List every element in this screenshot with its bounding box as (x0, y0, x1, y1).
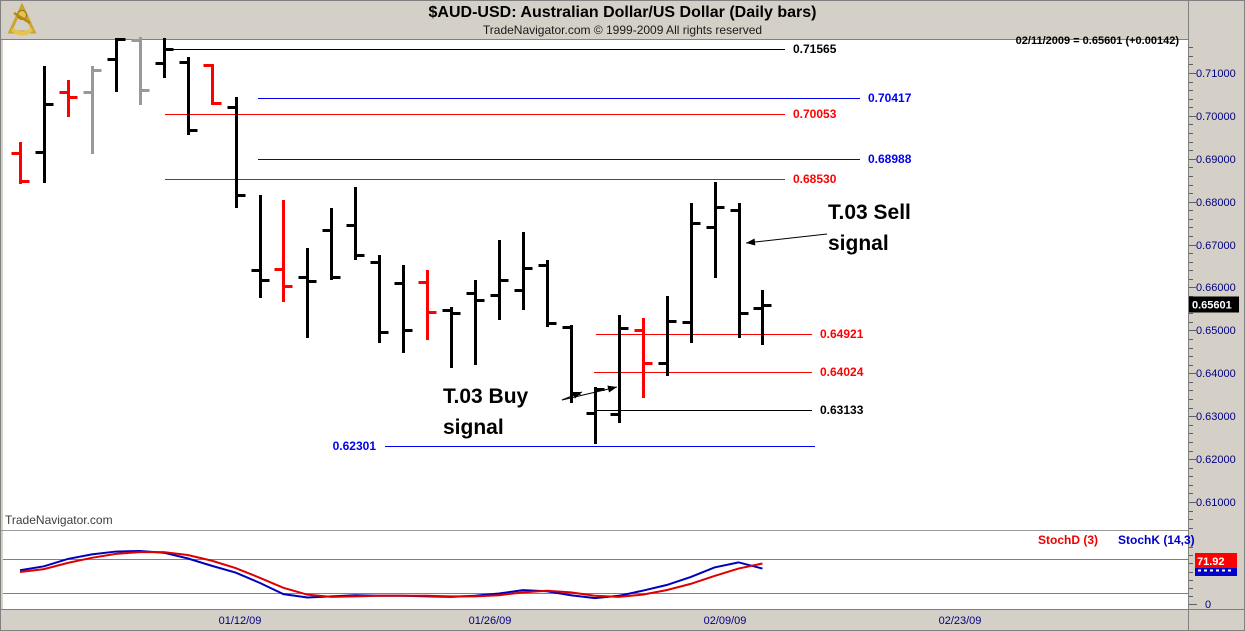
stochd-value-box: 71.92 (1197, 556, 1225, 568)
price-tick-0.69000: 0.69000 (1196, 154, 1236, 166)
current-price-box: 0.65601 (1192, 300, 1232, 312)
level-label-0.64921: 0.64921 (820, 327, 864, 341)
price-tick-0.66000: 0.66000 (1196, 282, 1236, 294)
price-tick-0.65000: 0.65000 (1196, 325, 1236, 337)
chart-title: $AUD-USD: Australian Dollar/US Dollar (D… (428, 4, 817, 21)
main-chart-area[interactable] (3, 40, 1188, 530)
stoch-zero-tick: 0 (1205, 599, 1211, 611)
level-label-0.64024: 0.64024 (820, 365, 864, 379)
price-tick-0.71000: 0.71000 (1196, 68, 1236, 80)
stochd-line (19, 551, 763, 598)
time-axis[interactable] (0, 610, 1245, 631)
level-label-0.63133: 0.63133 (820, 403, 864, 417)
price-tick-0.64000: 0.64000 (1196, 368, 1236, 380)
chart-subtitle: TradeNavigator.com © 1999-2009 All right… (482, 23, 763, 37)
level-label-0.68988: 0.68988 (868, 152, 912, 166)
signal-arrows (561, 233, 828, 401)
price-tick-0.67000: 0.67000 (1196, 240, 1236, 252)
watermark: TradeNavigator.com (5, 513, 113, 527)
stochk-legend-label: StochK (14,3) (1118, 533, 1195, 547)
sell-signal-annotation: T.03 Sell signal (828, 197, 911, 259)
stochastic-chart-area[interactable] (3, 531, 1188, 609)
price-tick-0.68000: 0.68000 (1196, 197, 1236, 209)
stochastic-plot (3, 550, 1188, 600)
date-tick-02/09/09: 02/09/09 (704, 615, 747, 627)
price-tick-0.63000: 0.63000 (1196, 411, 1236, 423)
price-tick-0.61000: 0.61000 (1196, 497, 1236, 509)
sell-signal-line2: signal (828, 232, 889, 255)
date-tick-01/12/09: 01/12/09 (219, 615, 262, 627)
price-axis-ticks: 0.71000 0.70000 0.69000 0.68000 0.67000 0.660… (219, 47, 1239, 627)
stochastic-axis[interactable] (1189, 531, 1245, 609)
price-tick-0.70000: 0.70000 (1196, 111, 1236, 123)
support-resistance-levels: 0.71565 0.70417 0.70053 0.68988 0.68530 0.649… (165, 42, 912, 453)
level-label-0.70417: 0.70417 (868, 91, 912, 105)
stochd-legend-label: StochD (3) (1038, 533, 1098, 547)
date-tick-02/23/09: 02/23/09 (939, 615, 982, 627)
buy-signal-annotation: T.03 Buy signal (443, 381, 528, 443)
price-tick-0.62000: 0.62000 (1196, 454, 1236, 466)
level-label-0.70053: 0.70053 (793, 107, 837, 121)
quote-readout: 02/11/2009 = 0.65601 (+0.00142) (1015, 35, 1179, 47)
price-axis[interactable] (1189, 40, 1245, 530)
date-tick-01/26/09: 01/26/09 (469, 615, 512, 627)
ohlc-bars (11, 37, 772, 444)
stochastic-legend: StochD (3) StochK (14,3) (1038, 533, 1195, 547)
buy-signal-line2: signal (443, 416, 504, 439)
level-label-0.71565: 0.71565 (793, 42, 837, 56)
stochk-value-box-clipped (1195, 568, 1237, 576)
buy-signal-line1: T.03 Buy (443, 385, 529, 408)
sell-signal-line1: T.03 Sell (828, 201, 911, 224)
sextant-logo-icon (7, 3, 37, 36)
level-label-0.62301: 0.62301 (333, 439, 377, 453)
level-label-0.68530: 0.68530 (793, 172, 837, 186)
